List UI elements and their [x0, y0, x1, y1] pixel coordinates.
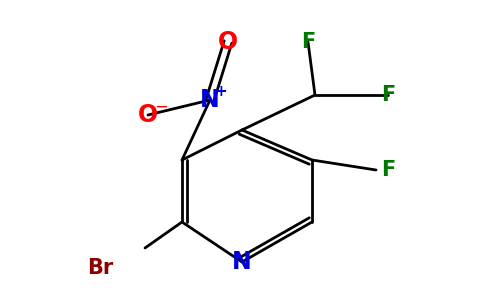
Text: N: N	[200, 88, 220, 112]
Text: F: F	[381, 160, 395, 180]
Text: N: N	[232, 250, 252, 274]
Text: O: O	[218, 30, 238, 54]
Text: +: +	[214, 85, 227, 100]
Text: Br: Br	[87, 258, 113, 278]
Text: F: F	[301, 32, 315, 52]
Text: F: F	[381, 85, 395, 105]
Text: −: −	[154, 98, 168, 116]
Text: O: O	[138, 103, 158, 127]
